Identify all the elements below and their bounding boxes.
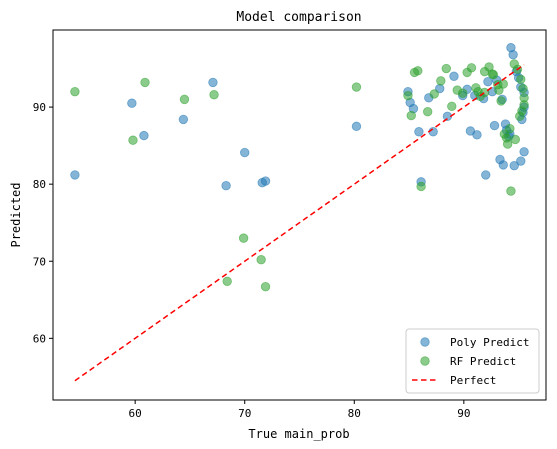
poly-predict-point xyxy=(508,49,518,60)
poly-predict-point xyxy=(498,160,508,170)
poly-predict-point xyxy=(428,127,438,137)
legend-label-rf-predict: RF Predict xyxy=(450,355,516,368)
rf-predict-point xyxy=(422,107,433,117)
legend-marker-rf-predict xyxy=(420,356,430,366)
poly-predict-point xyxy=(70,170,80,180)
poly-predict-point xyxy=(221,181,231,191)
poly-predict-point xyxy=(483,76,493,87)
perfect-line xyxy=(74,64,525,382)
rf-predict-point xyxy=(209,90,219,100)
legend-label-poly-predict: Poly Predict xyxy=(450,336,529,349)
rf-predict-point xyxy=(140,77,150,88)
poly-predict-point xyxy=(519,147,529,157)
poly-predict-point xyxy=(240,147,250,158)
rf-predict-point xyxy=(260,281,271,292)
poly-predict-point xyxy=(208,77,218,88)
rf-predict-point xyxy=(447,101,457,112)
rf-predict-point xyxy=(458,88,468,98)
x-tick-label: 90 xyxy=(457,407,470,420)
rf-predict-point xyxy=(222,276,232,286)
poly-predict-point xyxy=(509,160,519,171)
rf-predict-point xyxy=(429,89,439,99)
rf-predict-point xyxy=(179,94,190,105)
rf-predict-point xyxy=(413,66,423,76)
y-tick-label: 80 xyxy=(33,178,46,191)
rf-predict-point xyxy=(518,83,528,94)
rf-predict-point xyxy=(466,63,477,73)
poly-predict-point xyxy=(481,170,491,180)
y-axis-title: Predicted xyxy=(9,182,23,247)
rf-predict-point xyxy=(436,76,446,86)
poly-predict-point xyxy=(260,176,271,186)
axes-frame xyxy=(52,29,547,401)
x-tick-label: 60 xyxy=(129,407,142,420)
rf-predict-point xyxy=(403,90,413,101)
rf-predict-point xyxy=(473,86,483,97)
poly-predict-point xyxy=(449,71,459,81)
rf-predict-point xyxy=(256,255,266,265)
rf-predict-point xyxy=(516,74,526,85)
legend-label-perfect: Perfect xyxy=(450,374,496,387)
rf-predict-point xyxy=(505,123,515,134)
poly-predict-point xyxy=(472,130,482,140)
rf-predict-point xyxy=(501,133,512,143)
y-tick-label: 90 xyxy=(33,101,46,114)
rf-predict-point xyxy=(515,111,525,122)
rf-predict-point xyxy=(441,63,452,74)
y-tick-label: 70 xyxy=(33,255,46,268)
chart-title: Model comparison xyxy=(236,10,361,25)
poly-predict-point xyxy=(139,130,149,141)
poly-predict-point xyxy=(414,127,424,137)
legend: Poly Predict RF Predict Perfect xyxy=(405,328,540,394)
rf-predict-point xyxy=(487,69,498,79)
rf-predict-point xyxy=(494,85,504,95)
x-tick-label: 70 xyxy=(238,407,251,420)
poly-predict-point xyxy=(516,156,526,166)
legend-box xyxy=(405,328,540,394)
poly-predict-point xyxy=(178,114,189,125)
rf-predict-point xyxy=(510,134,521,145)
legend-marker-poly-predict xyxy=(420,337,430,347)
poly-predict-point xyxy=(127,98,137,108)
x-axis-title: True main_prob xyxy=(248,427,349,441)
rf-predict-point xyxy=(416,181,426,192)
rf-predict-point xyxy=(351,82,362,92)
rf-predict-point xyxy=(128,135,138,145)
poly-predict-point xyxy=(489,120,500,131)
rf-predict-point xyxy=(238,233,249,243)
rf-predict-point xyxy=(70,86,80,97)
plot-area: 60 70 80 90 60 70 80 90 xyxy=(33,29,547,420)
rf-predict-point xyxy=(406,110,416,121)
x-tick-label: 80 xyxy=(348,407,361,420)
rf-predict-point xyxy=(506,186,516,196)
y-tick-label: 60 xyxy=(33,332,46,345)
poly-predict-point xyxy=(351,121,362,132)
rf-predict-point xyxy=(496,96,506,106)
